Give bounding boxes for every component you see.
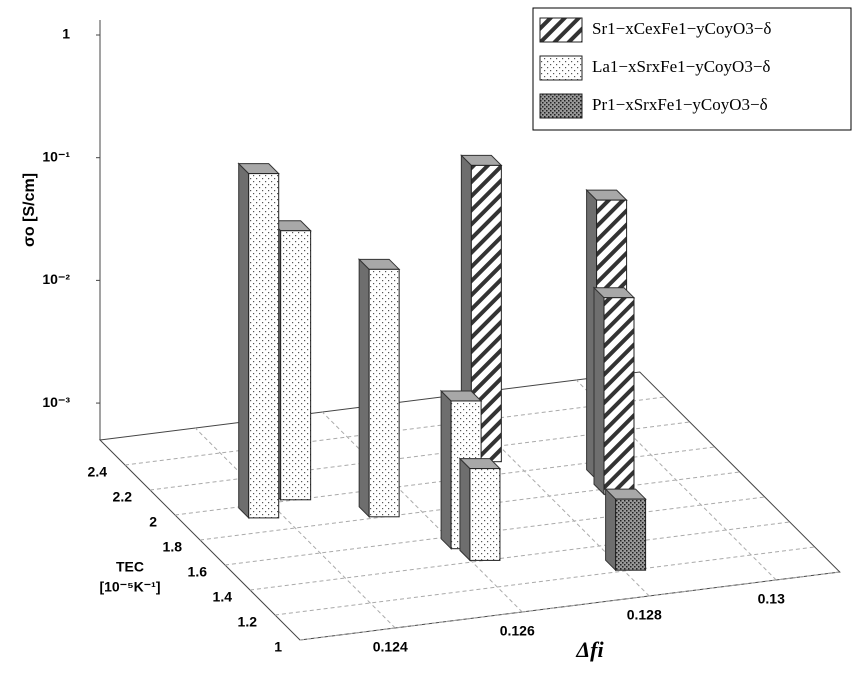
bar	[592, 286, 636, 496]
grid-line	[575, 379, 777, 581]
legend-box	[532, 7, 852, 131]
y-tick-label: 1.8	[163, 539, 183, 555]
bar-front	[603, 297, 635, 495]
y-tick-label: 1	[274, 639, 282, 655]
bar-front	[248, 173, 280, 519]
bar-side	[238, 162, 250, 520]
legend-swatch	[539, 17, 583, 43]
bar-side	[459, 457, 471, 562]
x-tick-label: 0.128	[627, 607, 662, 623]
z-tick-label: 10⁻¹	[42, 148, 70, 164]
bar	[237, 162, 280, 520]
grid-line	[194, 427, 396, 629]
legend: Sr1−xCexFe1−yCoyO3−δ La1−xSrxFe1−yCoyO3−δ…	[539, 17, 771, 119]
x-tick-label: 0.13	[758, 591, 785, 607]
bar-front	[615, 498, 647, 571]
bars	[237, 154, 647, 572]
z-tick-label: 10⁻²	[42, 271, 70, 287]
y-tick-label: 2	[149, 514, 157, 530]
x-tick-label: 0.126	[500, 623, 535, 639]
bar-front	[469, 468, 501, 561]
bar-side	[440, 389, 452, 550]
y-tick-label: 2.2	[113, 489, 133, 505]
legend-label: Sr1−xCexFe1−yCoyO3−δ	[592, 19, 771, 38]
bar	[357, 258, 401, 519]
legend-swatch	[539, 93, 583, 119]
bar-front	[280, 230, 312, 501]
x-tick-label: 0.124	[373, 639, 408, 655]
y-tick-label: 1.2	[238, 614, 258, 630]
bar-side	[605, 487, 617, 572]
z-tick-label: 1	[62, 26, 70, 42]
x-axis-label: Δfi	[575, 637, 604, 662]
legend-swatch	[539, 55, 583, 81]
z-axis-label: σo [S/cm]	[21, 173, 38, 247]
bar-front	[368, 268, 400, 518]
bar	[458, 457, 502, 562]
bar-side	[593, 286, 605, 496]
y-axis-label: [10⁻⁵K⁻¹]	[99, 579, 160, 595]
legend-label: La1−xSrxFe1−yCoyO3−δ	[592, 57, 770, 76]
bar	[604, 487, 647, 572]
z-tick-label: 10⁻³	[42, 394, 70, 410]
y-tick-label: 1.6	[188, 564, 208, 580]
bar-side	[358, 258, 370, 519]
y-tick-label: 2.4	[88, 464, 108, 480]
y-axis-label: TEC	[116, 559, 144, 575]
legend-label: Pr1−xSrxFe1−yCoyO3−δ	[592, 95, 768, 114]
y-tick-label: 1.4	[213, 589, 233, 605]
